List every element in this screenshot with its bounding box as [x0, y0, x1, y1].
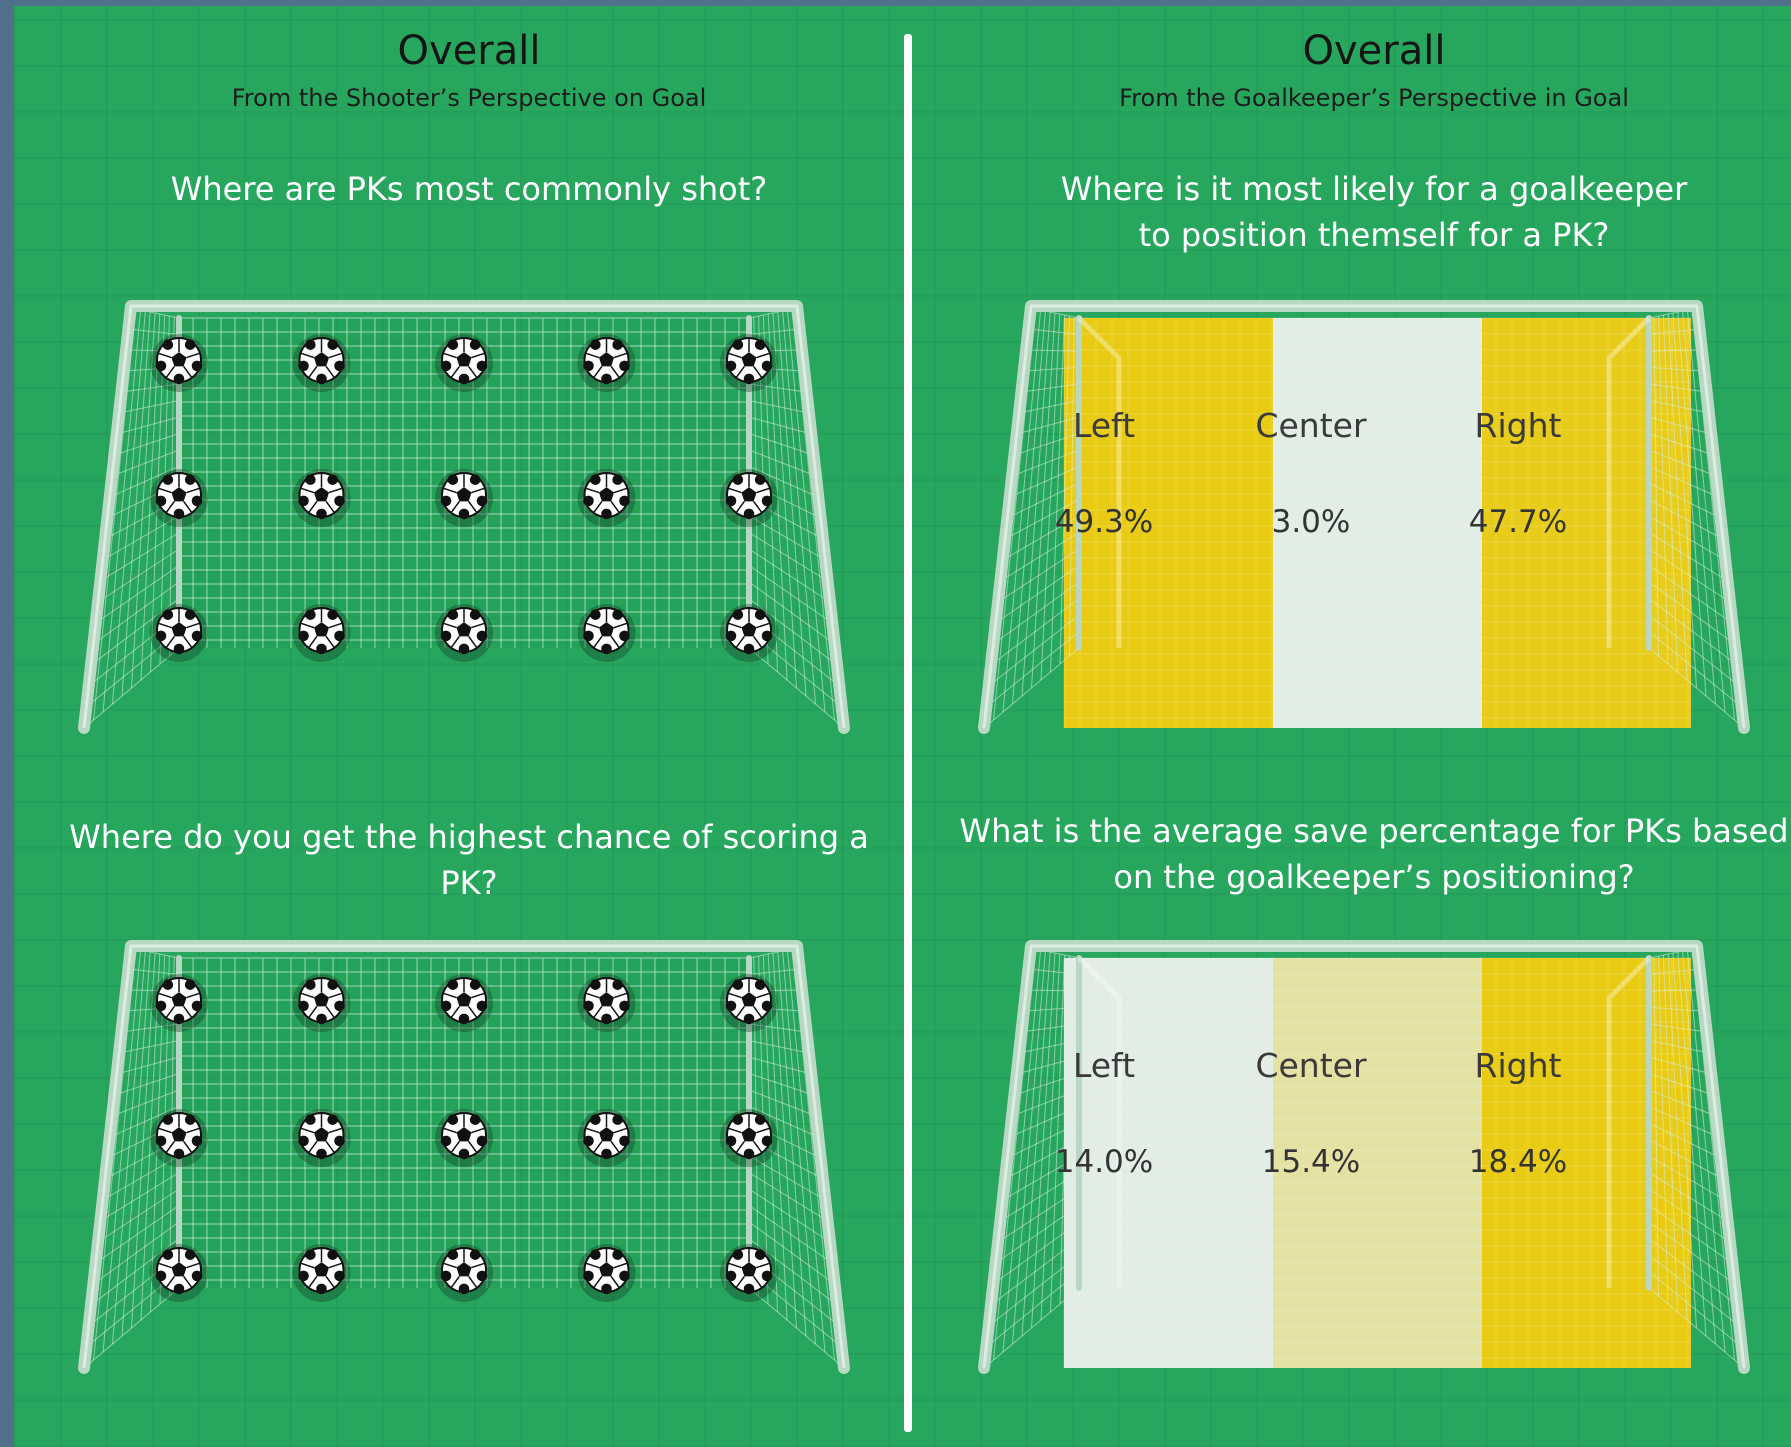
soccer-ball-icon — [292, 974, 351, 1032]
right-question-2-line1: What is the average save percentage for … — [959, 812, 1789, 850]
soccer-ball-icon — [720, 334, 778, 392]
soccer-ball-icon — [150, 469, 208, 527]
zone-value-left: 49.3% — [1054, 504, 1154, 540]
left-title: Overall — [397, 28, 541, 74]
right-question-1-line1: Where is it most likely for a goalkeeper — [1060, 170, 1688, 208]
right-subtitle: From the Goalkeeper’s Perspective in Goa… — [1119, 84, 1629, 112]
zone-center — [1273, 958, 1482, 1368]
soccer-ball-icon — [292, 334, 351, 392]
left-question-1: Where are PKs most commonly shot? — [170, 170, 768, 208]
soccer-ball-icon — [150, 604, 208, 662]
goal-graphic — [78, 940, 850, 1374]
right-title: Overall — [1302, 28, 1446, 74]
right-question-2: What is the average save percentage for … — [944, 808, 1791, 900]
goal-shot-placement — [69, 298, 859, 758]
soccer-ball-icon — [292, 469, 351, 527]
inner-bars — [1077, 956, 1651, 1288]
zone-net — [1063, 957, 1691, 1368]
zone-heatmap — [1064, 318, 1691, 728]
soccer-ball-icon — [292, 1244, 351, 1302]
soccer-ball-icon — [435, 1244, 493, 1302]
soccer-ball-icon — [577, 1244, 636, 1302]
goal-frame — [978, 300, 1750, 734]
soccer-ball-icon — [577, 974, 636, 1032]
shot-grid — [150, 334, 778, 662]
goal-post-highlight — [82, 944, 846, 1369]
dashboard: Overall From the Shooter’s Perspective o… — [14, 6, 1791, 1447]
goal-graphic — [978, 940, 1750, 1374]
left-question-2: Where do you get the highest chance of s… — [69, 818, 869, 902]
goal-graphic — [978, 300, 1750, 734]
soccer-ball-icon — [435, 1109, 493, 1167]
goal-scoring-chance — [69, 938, 859, 1398]
zone-heatmap — [1064, 958, 1691, 1368]
goal-post-highlight — [982, 944, 1746, 1369]
zone-label-center: Center — [1255, 406, 1367, 445]
zone-label-right: Right — [1474, 406, 1562, 445]
right-question-1: Where is it most likely for a goalkeeper… — [974, 166, 1774, 258]
soccer-ball-icon — [435, 334, 493, 392]
goal-graphic — [78, 300, 850, 734]
soccer-ball-icon — [435, 469, 493, 527]
soccer-ball-icon — [720, 1109, 778, 1167]
zone-label-left: Left — [1072, 1046, 1136, 1085]
soccer-ball-icon — [150, 334, 208, 392]
right-question-1-line2: to position themself for a PK? — [1138, 216, 1610, 254]
soccer-ball-icon — [435, 974, 493, 1032]
zone-left — [1064, 958, 1273, 1368]
soccer-ball-icon — [577, 604, 636, 662]
goal-frame — [978, 940, 1750, 1374]
soccer-ball-icon — [150, 1109, 208, 1167]
soccer-ball-icon — [720, 1244, 778, 1302]
soccer-ball-icon — [720, 974, 778, 1032]
zone-value-right: 18.4% — [1468, 1144, 1568, 1180]
soccer-ball-icon — [577, 469, 636, 527]
soccer-ball-icon — [720, 604, 778, 662]
zone-value-left: 14.0% — [1054, 1144, 1154, 1180]
soccer-ball-icon — [150, 1244, 208, 1302]
soccer-ball-icon — [577, 334, 636, 392]
zone-value-center: 15.4% — [1261, 1144, 1361, 1180]
goal-post-highlight — [982, 304, 1746, 729]
goal-save-percentage: Left Center Right 14.0% 15.4% 18.4% — [969, 938, 1759, 1398]
zone-value-center: 3.0% — [1271, 504, 1351, 540]
zone-center — [1273, 318, 1482, 728]
zone-net — [1063, 317, 1691, 728]
right-question-2-line2: on the goalkeeper’s positioning? — [1113, 858, 1635, 896]
soccer-ball-icon — [720, 469, 778, 527]
zone-label-right: Right — [1474, 1046, 1562, 1085]
panel-divider — [904, 34, 912, 1432]
inner-bars — [1077, 316, 1651, 648]
soccer-ball-icon — [435, 604, 493, 662]
soccer-ball-icon — [292, 604, 351, 662]
zone-left — [1064, 318, 1273, 728]
zone-label-left: Left — [1072, 406, 1136, 445]
zone-label-center: Center — [1255, 1046, 1367, 1085]
shot-grid — [150, 974, 778, 1302]
zone-value-right: 47.7% — [1468, 504, 1568, 540]
goal-keeper-positioning: Left Center Right 49.3% 3.0% 47.7% — [969, 298, 1759, 758]
soccer-ball-icon — [577, 1109, 636, 1167]
goal-post-highlight — [82, 304, 846, 729]
left-subtitle: From the Shooter’s Perspective on Goal — [231, 84, 707, 112]
soccer-ball-icon — [292, 1109, 351, 1167]
soccer-ball-icon — [150, 974, 208, 1032]
